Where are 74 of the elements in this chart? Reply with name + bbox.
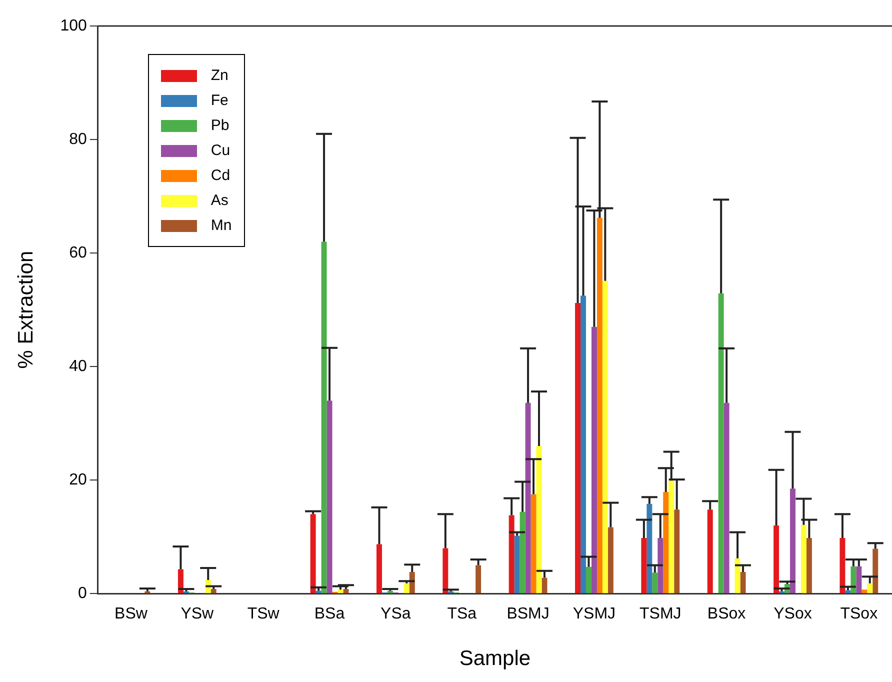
bar: [740, 572, 746, 594]
y-axis-title: % Extraction: [14, 250, 38, 369]
bar: [321, 242, 327, 594]
bar: [404, 583, 410, 594]
bar: [668, 480, 674, 594]
x-tick-label: BSa: [314, 606, 345, 623]
x-tick-label: TSMJ: [639, 606, 682, 623]
legend-label: Mn: [210, 217, 232, 234]
bar: [724, 402, 730, 594]
bar: [800, 524, 806, 594]
y-tick-label: 100: [60, 17, 87, 34]
bar: [641, 538, 647, 594]
x-tick-label: BSox: [707, 606, 746, 623]
x-tick-label: TSa: [447, 606, 477, 623]
bar: [718, 293, 724, 594]
bar: [646, 504, 652, 594]
x-tick-label: YSw: [180, 606, 214, 623]
bar: [790, 488, 796, 594]
bar: [575, 302, 581, 594]
y-tick-label: 80: [69, 130, 87, 148]
y-tick-label: 40: [69, 358, 87, 375]
bar: [845, 590, 851, 594]
bar: [326, 400, 332, 594]
bar: [338, 590, 344, 594]
legend-label: Cd: [210, 167, 230, 184]
x-tick-label: YSox: [774, 606, 812, 623]
bar: [850, 566, 856, 594]
bar: [862, 590, 868, 594]
legend-label: As: [210, 192, 228, 209]
y-tick-label: 20: [69, 471, 87, 488]
bar: [652, 572, 658, 594]
legend-label: Cu: [210, 142, 230, 159]
bar: [514, 536, 520, 594]
legend-label: Fe: [210, 92, 228, 109]
bar: [580, 296, 586, 594]
bar: [658, 538, 664, 594]
bar: [872, 548, 878, 594]
x-axis-title: Sample: [459, 647, 531, 670]
bar: [530, 494, 536, 594]
bar: [608, 527, 614, 594]
legend-label: Zn: [210, 67, 228, 84]
bar: [806, 538, 812, 594]
bar: [596, 218, 602, 594]
bar: [376, 544, 382, 594]
bar: [774, 525, 780, 594]
bar: [867, 583, 873, 594]
bar: [586, 566, 592, 594]
legend-label: Pb: [210, 117, 230, 134]
bar: [840, 538, 846, 594]
bar: [508, 515, 514, 594]
bar: [674, 510, 680, 594]
bar: [442, 548, 448, 594]
x-tick-label: YSMJ: [572, 606, 616, 623]
x-tick-label: BSMJ: [506, 606, 550, 623]
bar: [310, 514, 316, 594]
bar: [520, 512, 526, 594]
bar: [734, 558, 740, 594]
bar: [856, 566, 862, 594]
x-tick-label: TSox: [840, 606, 878, 623]
x-tick-label: TSw: [247, 606, 280, 623]
bar: [210, 589, 216, 594]
y-tick-label: 60: [69, 244, 87, 262]
bar: [591, 326, 597, 594]
bar: [409, 572, 415, 594]
bar: [663, 492, 669, 594]
y-tick-label: 0: [78, 585, 87, 602]
bar: [476, 565, 482, 594]
bar: [542, 578, 548, 594]
bar: [707, 510, 713, 594]
bar: [343, 589, 349, 594]
bar: [525, 402, 531, 594]
x-tick-label: BSw: [114, 606, 148, 623]
bar: [602, 280, 608, 594]
x-tick-label: YSa: [380, 606, 411, 623]
